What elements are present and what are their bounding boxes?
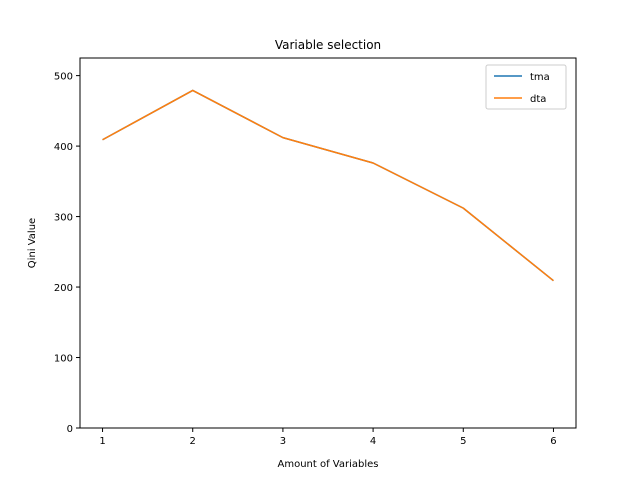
legend-label-dta: dta <box>530 94 546 105</box>
chart-title: Variable selection <box>275 38 381 52</box>
x-tick-label: 5 <box>460 436 466 447</box>
x-axis-label: Amount of Variables <box>278 459 379 470</box>
plot-frame <box>79 57 577 429</box>
y-axis-label: Qini Value <box>27 218 38 268</box>
series-line-tma <box>102 89 554 282</box>
legend: tma dta <box>485 64 567 110</box>
y-tick-label: 200 <box>54 283 73 294</box>
legend-frame <box>485 64 567 110</box>
x-axis: 1 2 3 4 5 6 <box>99 428 557 447</box>
x-tick-label: 6 <box>550 436 556 447</box>
y-tick-label: 100 <box>54 354 73 365</box>
y-tick-label: 0 <box>67 424 73 435</box>
x-tick-label: 3 <box>280 436 286 447</box>
y-tick-label: 400 <box>54 142 73 153</box>
legend-label-tma: tma <box>530 72 550 83</box>
y-tick-label: 500 <box>54 72 73 83</box>
x-tick-label: 4 <box>370 436 376 447</box>
x-tick-label: 2 <box>190 436 196 447</box>
series-layer <box>102 89 554 282</box>
x-tick-label: 1 <box>99 436 105 447</box>
plot-area <box>79 57 577 429</box>
y-axis: 0 100 200 300 400 500 <box>54 72 80 435</box>
y-tick-label: 300 <box>54 213 73 224</box>
series-line-dta <box>102 89 554 282</box>
